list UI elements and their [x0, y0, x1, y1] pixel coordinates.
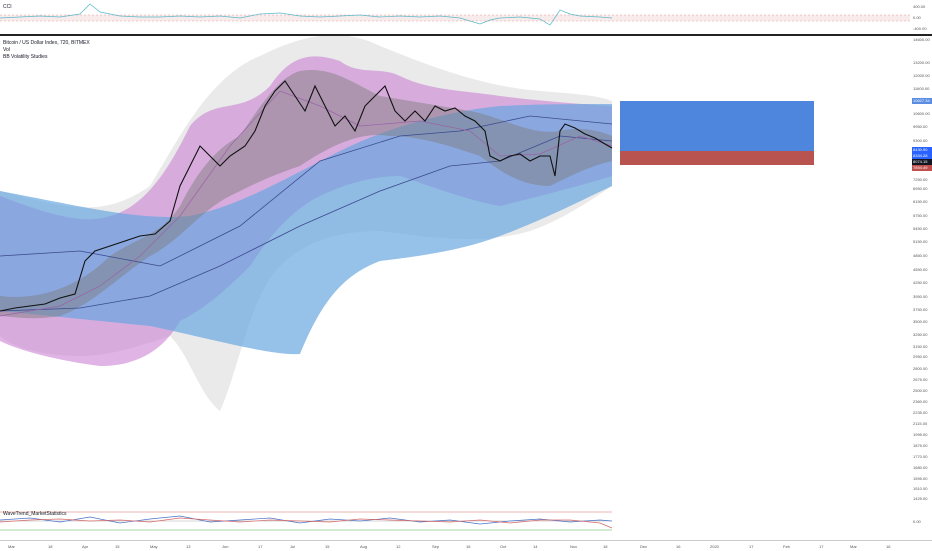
- time-tick: 12: [396, 544, 401, 549]
- price-tick: 1425.00: [913, 496, 928, 501]
- time-tick: May: [150, 544, 158, 549]
- time-tick: 16: [886, 544, 891, 549]
- symbol-title[interactable]: Bitcoin / US Dollar Index, 720, BITMEX: [3, 40, 90, 46]
- price-tick: 3500.00: [913, 319, 928, 324]
- wavetrend-label[interactable]: WaveTrend_MarketStatistics: [3, 511, 67, 517]
- price-tick: 12000.00: [913, 73, 930, 78]
- cci-axis[interactable]: 400.00 0.00 -400.00: [910, 0, 932, 34]
- price-tick: 5750.00: [913, 213, 928, 218]
- price-tick: 1510.00: [913, 486, 928, 491]
- price-tick: 2235.00: [913, 410, 928, 415]
- price-tick: 1875.00: [913, 443, 928, 448]
- cci-legend: CCI: [3, 4, 12, 11]
- price-tick: 11600.00: [913, 86, 930, 91]
- price-tick: 9950.00: [913, 124, 928, 129]
- cci-plot: [0, 3, 910, 26]
- time-tick: 13: [186, 544, 191, 549]
- price-tick: 5450.00: [913, 226, 928, 231]
- main-legend: Bitcoin / US Dollar Index, 720, BITMEX V…: [3, 40, 90, 61]
- time-tick: 14: [533, 544, 538, 549]
- time-tick: 2020: [710, 544, 719, 549]
- last-price-box: 8074.15: [912, 159, 932, 165]
- time-tick: 15: [115, 544, 120, 549]
- time-tick: 17: [749, 544, 754, 549]
- vol-label[interactable]: Vol: [3, 47, 10, 53]
- time-tick: Jun: [222, 544, 229, 549]
- target-zone-box: [620, 101, 814, 151]
- price-tick: 2800.00: [913, 366, 928, 371]
- time-tick: 17: [819, 544, 824, 549]
- time-tick: 18: [603, 544, 608, 549]
- price-tick: 2950.00: [913, 354, 928, 359]
- price-tick: 1995.00: [913, 432, 928, 437]
- price-tick: 3150.00: [913, 344, 928, 349]
- time-tick: 18: [48, 544, 53, 549]
- wavetrend-legend: WaveTrend_MarketStatistics: [3, 511, 67, 518]
- price-label-box: 7894.49: [912, 165, 932, 171]
- price-tick: 7250.00: [913, 177, 928, 182]
- wavetrend-tick: 0.00: [913, 519, 921, 524]
- price-tick: 1680.00: [913, 465, 928, 470]
- price-tick: 6950.00: [913, 186, 928, 191]
- time-tick: Jul: [290, 544, 296, 549]
- time-tick: Mar: [8, 544, 15, 549]
- price-tick: 2500.00: [913, 388, 928, 393]
- time-tick: Apr: [82, 544, 89, 549]
- price-tick: 1770.00: [913, 454, 928, 459]
- cci-tick: 400.00: [913, 4, 926, 9]
- study-label[interactable]: BB Volatility Studies: [3, 54, 48, 60]
- price-tick: 3750.00: [913, 307, 928, 312]
- pane-separator[interactable]: [0, 34, 932, 36]
- time-tick: Dec: [640, 544, 648, 549]
- price-tick: 4250.00: [913, 280, 928, 285]
- price-tick: 4850.00: [913, 253, 928, 258]
- price-tick: 3950.00: [913, 294, 928, 299]
- wavetrend-plot: [0, 511, 613, 531]
- price-tick: 2675.00: [913, 377, 928, 382]
- price-tick: 9300.00: [913, 138, 928, 143]
- price-chart: [0, 36, 814, 411]
- cci-tick: 0.00: [913, 15, 921, 20]
- cci-tick: -400.00: [913, 26, 927, 31]
- time-tick: Oct: [500, 544, 507, 549]
- price-tick: 2360.00: [913, 399, 928, 404]
- price-label-box: 8430.90: [912, 147, 932, 153]
- time-tick: 15: [325, 544, 330, 549]
- cci-pane[interactable]: CCI 400.00 0.00 -400.00: [0, 0, 932, 34]
- main-chart-pane[interactable]: Bitcoin / US Dollar Index, 720, BITMEX V…: [0, 36, 932, 508]
- wavetrend-pane[interactable]: WaveTrend_MarketStatistics 0.00: [0, 508, 932, 538]
- price-tick: 10600.00: [913, 111, 930, 116]
- price-axis[interactable]: 14600.00 13200.00 12000.00 11600.00 1060…: [910, 36, 932, 508]
- time-tick: Mar: [850, 544, 857, 549]
- time-tick: 16: [466, 544, 471, 549]
- price-tick: 5150.00: [913, 239, 928, 244]
- price-tick: 6150.00: [913, 199, 928, 204]
- price-tick: 4550.00: [913, 267, 928, 272]
- price-tick: 3250.00: [913, 332, 928, 337]
- time-axis[interactable]: Mar 18 Apr 15 May 13 Jun 17 Jul 15 Aug 1…: [0, 540, 932, 551]
- price-label-box: 8334.28: [912, 153, 932, 159]
- time-tick: Nov: [570, 544, 578, 549]
- time-tick: Feb: [783, 544, 790, 549]
- wavetrend-axis[interactable]: 0.00: [910, 508, 932, 538]
- cci-label: CCI: [3, 4, 12, 10]
- time-tick: 16: [676, 544, 681, 549]
- time-tick: 17: [258, 544, 263, 549]
- price-tick: 13200.00: [913, 60, 930, 65]
- time-tick: Aug: [360, 544, 368, 549]
- price-tick: 14600.00: [913, 37, 930, 42]
- price-tick: 1595.00: [913, 476, 928, 481]
- price-tick: 2115.00: [913, 421, 928, 426]
- stop-zone-box: [620, 151, 814, 165]
- time-tick: Sep: [432, 544, 440, 549]
- price-label-box: 10627.34: [912, 98, 932, 104]
